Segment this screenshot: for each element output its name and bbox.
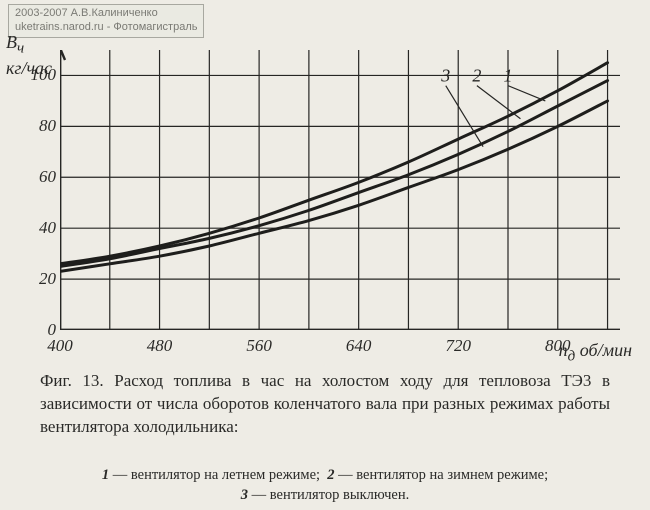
- watermark-line1: 2003-2007 А.В.Калиниченко: [15, 7, 158, 19]
- x-tick: 560: [246, 336, 272, 356]
- chart-plot: 1 2 3: [60, 50, 620, 330]
- legend-t-2: вентилятор на зимнем режиме;: [356, 467, 548, 483]
- x-tick: 640: [346, 336, 372, 356]
- y-tick: 40: [28, 218, 56, 238]
- legend: 1 — вентилятор на летнем режиме; 2 — вен…: [40, 466, 610, 505]
- caption-text: Расход топлива в час на холостом ходу дл…: [40, 371, 610, 436]
- x-tick: 400: [47, 336, 73, 356]
- svg-text:2: 2: [472, 66, 481, 86]
- watermark-line2: uketrains.narod.ru - Фотомагистраль: [15, 21, 197, 33]
- legend-t-1: вентилятор на летнем режиме;: [131, 467, 320, 483]
- legend-t-3: вентилятор выключен.: [270, 487, 410, 503]
- y-tick: 60: [28, 167, 56, 187]
- y-tick: 20: [28, 269, 56, 289]
- y-tick: 100: [28, 65, 56, 85]
- figure-caption: Фиг. 13. Расход топлива в час на холосто…: [40, 370, 610, 439]
- legend-n-1: 1: [102, 467, 109, 483]
- x-tick: 480: [147, 336, 173, 356]
- svg-text:1: 1: [504, 66, 513, 86]
- svg-text:3: 3: [440, 66, 450, 86]
- legend-n-2: 2: [327, 467, 334, 483]
- legend-n-3: 3: [241, 487, 248, 503]
- y-tick: 80: [28, 116, 56, 136]
- x-axis-label: nд об/мин: [559, 340, 632, 366]
- caption-prefix: Фиг. 13.: [40, 371, 104, 390]
- x-label-text: nд об/мин: [559, 340, 632, 360]
- y-var: Bч: [6, 32, 24, 52]
- x-tick: 720: [445, 336, 471, 356]
